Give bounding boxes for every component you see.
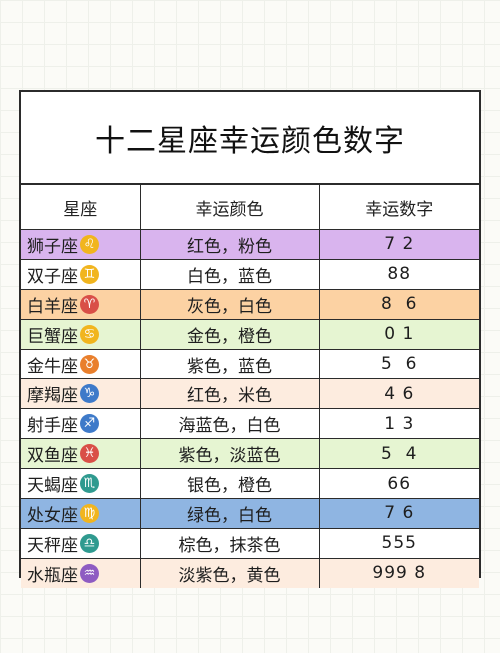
sign-label-group: 狮子座 ♌ bbox=[27, 232, 99, 257]
table-row: 金牛座 ♉ 紫色，蓝色 5 6 bbox=[21, 349, 479, 380]
sign-cell: 天蝎座 ♏ bbox=[21, 468, 141, 500]
lucky-color-cell: 海蓝色，白色 bbox=[140, 408, 320, 440]
sign-name: 天秤座 bbox=[27, 535, 78, 556]
zodiac-table-card: 十二星座幸运颜色数字 星座 幸运颜色 幸运数字 狮子座 ♌ 红色，粉色 7 2 双子座 ♊… bbox=[19, 90, 481, 588]
libra-icon: ♎ bbox=[80, 533, 99, 553]
header-sign: 星座 bbox=[21, 185, 141, 230]
table-header-row: 星座 幸运颜色 幸运数字 bbox=[21, 185, 479, 230]
sign-cell: 天秤座 ♎ bbox=[21, 528, 141, 559]
table-row: 白羊座 ♈ 灰色，白色 8 6 bbox=[21, 289, 479, 320]
table-row: 处女座 ♍ 绿色，白色 7 6 bbox=[21, 498, 479, 529]
lucky-color-cell: 银色，橙色 bbox=[140, 468, 320, 500]
lucky-number-cell: 88 bbox=[319, 259, 479, 290]
table-row: 狮子座 ♌ 红色，粉色 7 2 bbox=[21, 229, 479, 260]
sign-cell: 巨蟹座 ♋ bbox=[21, 319, 141, 350]
sagittarius-icon: ♐ bbox=[80, 414, 99, 434]
aries-icon: ♈ bbox=[80, 294, 99, 314]
lucky-color-cell: 红色，粉色 bbox=[140, 229, 320, 260]
lucky-color-cell: 白色，蓝色 bbox=[140, 259, 320, 290]
sign-label-group: 水瓶座 ♒ bbox=[27, 561, 99, 586]
sign-cell: 处女座 ♍ bbox=[21, 498, 141, 529]
lucky-number-cell: 7 6 bbox=[319, 498, 479, 529]
sign-label-group: 巨蟹座 ♋ bbox=[27, 322, 99, 347]
sign-label-group: 双子座 ♊ bbox=[27, 262, 99, 287]
sign-label-group: 白羊座 ♈ bbox=[27, 292, 99, 317]
sign-cell: 金牛座 ♉ bbox=[21, 349, 141, 380]
sign-name: 狮子座 bbox=[27, 236, 78, 257]
capricorn-icon: ♑ bbox=[80, 384, 99, 404]
lucky-color-cell: 棕色，抹茶色 bbox=[140, 528, 320, 559]
table-row: 双鱼座 ♓ 紫色，淡蓝色 5 4 bbox=[21, 438, 479, 470]
lucky-color-cell: 灰色，白色 bbox=[140, 289, 320, 320]
table-body: 狮子座 ♌ 红色，粉色 7 2 双子座 ♊ 白色，蓝色 88 白羊座 ♈ 灰色，白色 8 6 巨蟹座 ♋ 金… bbox=[21, 229, 479, 588]
lucky-color-cell: 淡紫色，黄色 bbox=[140, 558, 320, 588]
sign-label-group: 摩羯座 ♑ bbox=[27, 381, 99, 406]
sign-name: 白羊座 bbox=[27, 296, 78, 317]
taurus-icon: ♉ bbox=[80, 354, 99, 374]
title-row: 十二星座幸运颜色数字 bbox=[21, 92, 479, 185]
header-lucky-color: 幸运颜色 bbox=[140, 185, 320, 230]
lucky-color-cell: 绿色，白色 bbox=[140, 498, 320, 529]
lucky-number-cell: 555 bbox=[319, 528, 479, 559]
header-lucky-number: 幸运数字 bbox=[319, 185, 479, 230]
sign-name: 水瓶座 bbox=[27, 565, 78, 586]
table-row: 天秤座 ♎ 棕色，抹茶色 555 bbox=[21, 528, 479, 559]
aquarius-icon: ♒ bbox=[80, 563, 99, 583]
sign-name: 双子座 bbox=[27, 266, 78, 287]
sign-label-group: 双鱼座 ♓ bbox=[27, 441, 99, 466]
sign-label-group: 天秤座 ♎ bbox=[27, 531, 99, 556]
sign-label-group: 金牛座 ♉ bbox=[27, 352, 99, 377]
sign-cell: 双鱼座 ♓ bbox=[21, 438, 141, 470]
lucky-color-cell: 金色，橙色 bbox=[140, 319, 320, 350]
sign-name: 巨蟹座 bbox=[27, 326, 78, 347]
sign-label-group: 射手座 ♐ bbox=[27, 411, 99, 436]
sign-name: 天蝎座 bbox=[27, 476, 78, 497]
sign-name: 射手座 bbox=[27, 416, 78, 437]
sign-cell: 水瓶座 ♒ bbox=[21, 558, 141, 588]
sign-label-group: 处女座 ♍ bbox=[27, 501, 99, 526]
lucky-number-cell: 5 4 bbox=[319, 438, 479, 470]
lucky-number-cell: 66 bbox=[319, 468, 479, 500]
lucky-color-cell: 紫色，淡蓝色 bbox=[140, 438, 320, 470]
table-row: 天蝎座 ♏ 银色，橙色 66 bbox=[21, 468, 479, 500]
lucky-number-cell: 1 3 bbox=[319, 408, 479, 440]
table-row: 水瓶座 ♒ 淡紫色，黄色 999 8 bbox=[21, 558, 479, 588]
table-row: 巨蟹座 ♋ 金色，橙色 0 1 bbox=[21, 319, 479, 350]
table-row: 射手座 ♐ 海蓝色，白色 1 3 bbox=[21, 408, 479, 440]
sign-cell: 双子座 ♊ bbox=[21, 259, 141, 290]
gemini-icon: ♊ bbox=[80, 264, 99, 284]
sign-name: 处女座 bbox=[27, 505, 78, 526]
table-row: 双子座 ♊ 白色，蓝色 88 bbox=[21, 259, 479, 290]
lucky-number-cell: 8 6 bbox=[319, 289, 479, 320]
scorpio-icon: ♏ bbox=[80, 474, 99, 494]
sign-name: 双鱼座 bbox=[27, 446, 78, 467]
pisces-icon: ♓ bbox=[80, 444, 99, 464]
sign-cell: 射手座 ♐ bbox=[21, 408, 141, 440]
leo-icon: ♌ bbox=[80, 234, 99, 254]
lucky-number-cell: 999 8 bbox=[372, 563, 427, 584]
lucky-number-cell: 7 2 bbox=[319, 229, 479, 260]
zodiac-table: 星座 幸运颜色 幸运数字 狮子座 ♌ 红色，粉色 7 2 双子座 ♊ 白色，蓝色 88 白羊座 ♈… bbox=[21, 185, 479, 588]
sign-label-group: 天蝎座 ♏ bbox=[27, 471, 99, 496]
cancer-icon: ♋ bbox=[80, 324, 99, 344]
lucky-number-cell: 0 1 bbox=[319, 319, 479, 350]
sign-cell: 狮子座 ♌ bbox=[21, 229, 141, 260]
lucky-number-cell: 4 6 bbox=[319, 378, 479, 410]
sign-cell: 摩羯座 ♑ bbox=[21, 378, 141, 410]
sign-name: 金牛座 bbox=[27, 356, 78, 377]
page-title: 十二星座幸运颜色数字 bbox=[95, 123, 405, 159]
lucky-color-cell: 紫色，蓝色 bbox=[140, 349, 320, 380]
virgo-icon: ♍ bbox=[80, 503, 99, 523]
sign-name: 摩羯座 bbox=[27, 386, 78, 407]
lucky-number-cell: 5 6 bbox=[319, 349, 479, 380]
lucky-color-cell: 红色，米色 bbox=[140, 378, 320, 410]
table-row: 摩羯座 ♑ 红色，米色 4 6 bbox=[21, 378, 479, 410]
sign-cell: 白羊座 ♈ bbox=[21, 289, 141, 320]
